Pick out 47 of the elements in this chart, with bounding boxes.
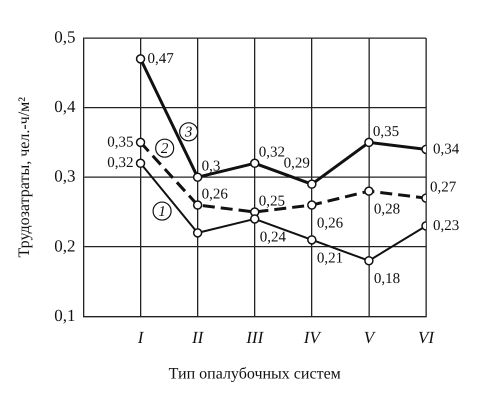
point [192, 200, 202, 210]
data-label: 0,21 [316, 250, 344, 266]
y-tick-label: 0,2 [54, 236, 76, 256]
point [307, 200, 317, 210]
point [192, 228, 202, 238]
point [250, 158, 260, 168]
data-label: 0,28 [374, 202, 400, 218]
data-label: 0,26 [202, 186, 228, 202]
point [136, 54, 146, 64]
x-tick-label: I [136, 328, 145, 348]
series-label: 1 [158, 204, 166, 220]
data-label: 0,32 [258, 144, 285, 161]
point [307, 235, 317, 245]
data-label: 0,27 [430, 180, 457, 196]
point [192, 172, 202, 182]
data-label: 0,29 [284, 156, 310, 172]
x-tick-label: III [245, 328, 265, 348]
point [364, 256, 374, 266]
y-tick-label: 0,1 [54, 306, 76, 325]
x-tick-label: IV [302, 328, 322, 348]
data-label: 0,3 [202, 158, 220, 175]
point [250, 214, 260, 224]
x-tick-label: VI [418, 328, 436, 348]
point [364, 186, 374, 196]
y-axis-title: Трудозатраты, чел.-ч/м² [16, 96, 33, 258]
point [136, 158, 146, 168]
data-label: 0,47 [148, 50, 174, 67]
x-tick-label: II [190, 328, 205, 348]
data-label: 0,26 [316, 215, 344, 232]
point [307, 179, 317, 189]
point [136, 138, 146, 148]
data-label: 0,35 [107, 134, 134, 150]
y-tick-label: 0,5 [54, 27, 76, 46]
data-label: 0,32 [107, 155, 134, 172]
series-label: 3 [184, 124, 192, 141]
y-tick-label: 0,3 [54, 166, 76, 186]
data-label: 0,18 [374, 271, 400, 288]
x-tick-label: V [364, 328, 377, 348]
data-label: 0,34 [433, 141, 460, 158]
data-label: 0,23 [433, 218, 460, 234]
series-label: 2 [160, 141, 169, 158]
x-axis-title: Тип опалубочных систем [168, 366, 341, 383]
data-label: 0,24 [260, 229, 286, 246]
data-label: 0,25 [258, 193, 285, 210]
y-tick-label: 0,4 [54, 97, 76, 116]
data-label: 0,35 [372, 124, 400, 140]
point [364, 138, 374, 148]
